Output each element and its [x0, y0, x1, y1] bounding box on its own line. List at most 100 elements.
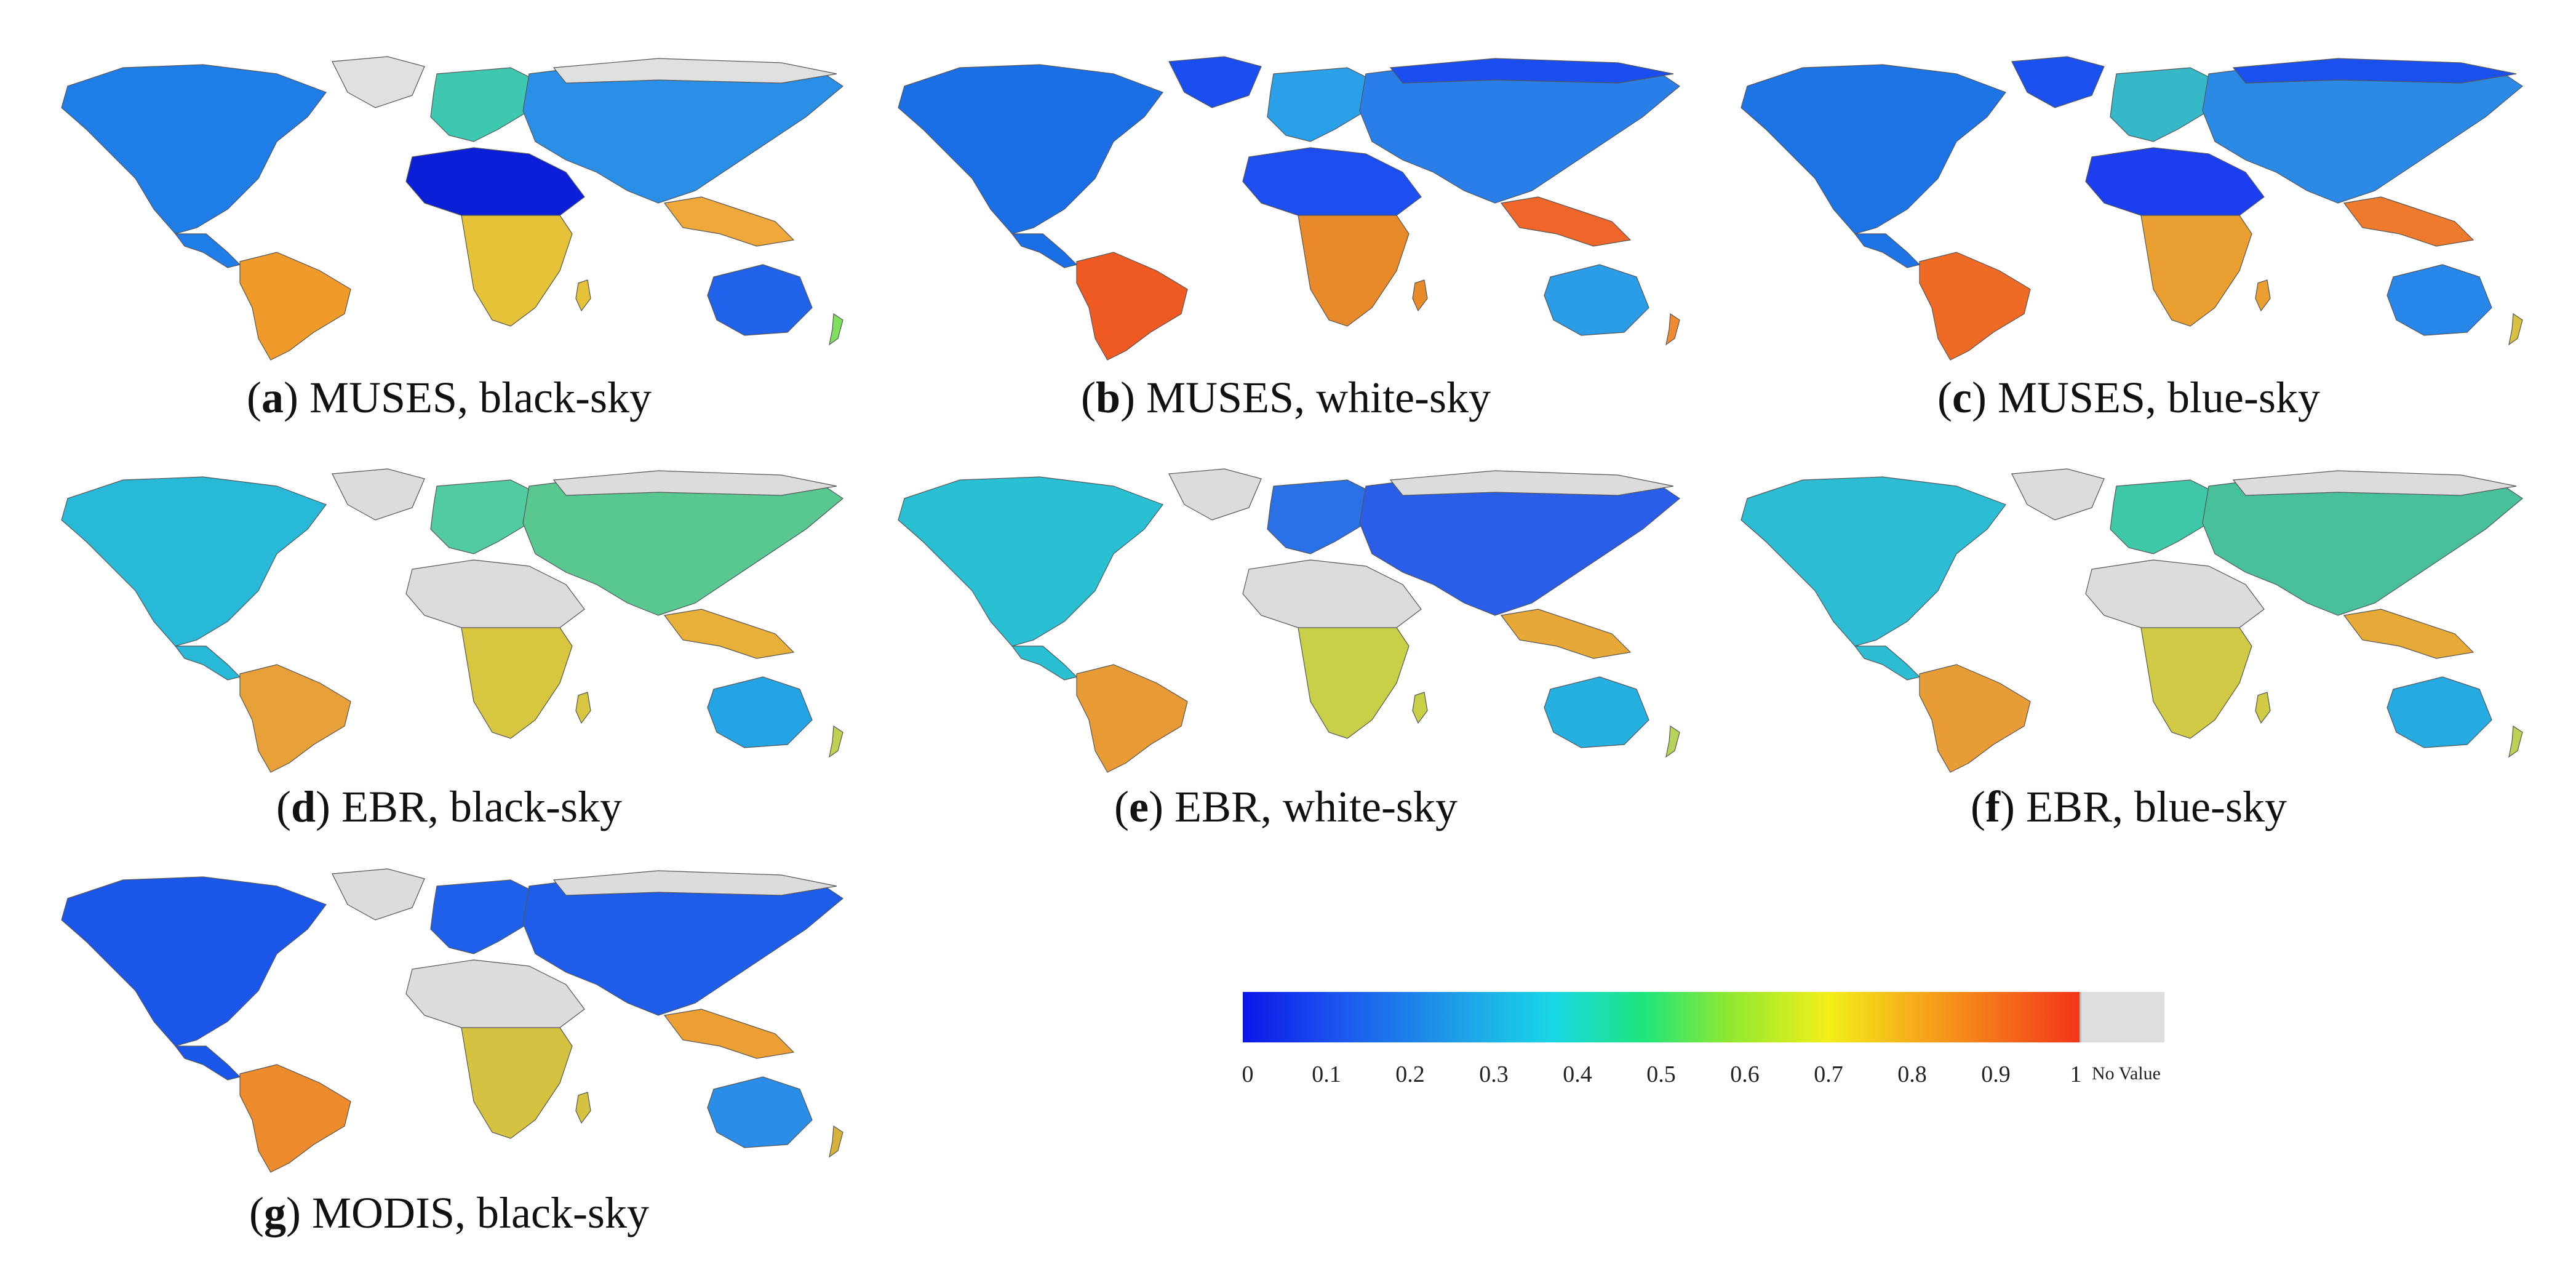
central-america-shape [174, 1045, 241, 1081]
south-america-shape [1076, 252, 1188, 361]
map-svg [61, 468, 844, 773]
map-svg [1741, 468, 2524, 773]
siberia-shape [552, 870, 837, 896]
southeast-asia-shape [2343, 196, 2474, 247]
world-map [43, 49, 855, 363]
world-map [1723, 462, 2535, 775]
map-svg [61, 56, 844, 361]
australia-shape [707, 1076, 813, 1148]
panel-caption: (c) MUSES, blue-sky [1937, 373, 2320, 422]
panel-caption: (f) EBR, blue-sky [1971, 782, 2287, 831]
north-africa-shape [405, 559, 585, 634]
panel-caption: (a) MUSES, black-sky [247, 373, 652, 422]
south-africa-shape [461, 215, 573, 327]
southeast-asia-shape [1500, 609, 1632, 659]
central-america-shape [174, 233, 241, 268]
siberia-shape [552, 58, 837, 84]
australia-shape [2387, 676, 2492, 748]
new-zealand-shape [2508, 313, 2523, 346]
panel-caption: (b) MUSES, white-sky [1080, 373, 1491, 422]
panel-title: EBR, blue-sky [2025, 782, 2287, 831]
greenland-shape [332, 56, 425, 108]
south-america-shape [239, 1064, 351, 1173]
legend-tick-label: 0.3 [1479, 1061, 1509, 1087]
no-value-swatch [2080, 992, 2164, 1042]
color-legend: 0 0.1 0.2 0.3 0.4 0.5 0.6 0.7 0.8 0.9 1 No Value [1242, 992, 2178, 1097]
north-america-shape [61, 64, 327, 234]
europe-shape [430, 879, 536, 954]
siberia-shape [2232, 470, 2517, 496]
south-africa-shape [461, 1027, 573, 1139]
south-america-shape [1919, 252, 2031, 361]
legend-tick-label: 0.8 [1897, 1061, 1927, 1087]
australia-shape [1544, 264, 1649, 336]
madagascar-shape [575, 279, 591, 312]
central-america-shape [174, 645, 241, 681]
legend-tick-label: 0 [1242, 1061, 1254, 1087]
world-map [1723, 49, 2535, 363]
south-africa-shape [2140, 627, 2252, 739]
southeast-asia-shape [1500, 196, 1632, 247]
panel-letter: d [291, 782, 316, 831]
north-africa-shape [405, 147, 585, 222]
south-africa-shape [2140, 215, 2252, 327]
south-africa-shape [461, 627, 573, 739]
world-map [880, 462, 1692, 775]
madagascar-shape [1412, 692, 1428, 724]
north-america-shape [61, 876, 327, 1047]
map-svg [1741, 56, 2524, 361]
greenland-shape [332, 868, 425, 921]
legend-tick-label: 0.7 [1814, 1061, 1843, 1087]
australia-shape [707, 264, 813, 336]
panel-title: MODIS, black-sky [312, 1188, 649, 1237]
north-africa-shape [1242, 559, 1422, 634]
australia-shape [707, 676, 813, 748]
siberia-shape [1389, 58, 1674, 84]
panel-caption: (d) EBR, black-sky [276, 782, 622, 831]
south-africa-shape [1298, 627, 1410, 739]
madagascar-shape [2255, 692, 2271, 724]
europe-shape [2110, 67, 2215, 142]
greenland-shape [332, 468, 425, 521]
europe-shape [1267, 67, 1373, 142]
central-america-shape [1854, 645, 1921, 681]
north-africa-shape [405, 959, 585, 1034]
greenland-shape [2011, 56, 2105, 108]
greenland-shape [1168, 468, 1262, 521]
panel-title: EBR, white-sky [1174, 782, 1457, 831]
panel-title: EBR, black-sky [341, 782, 622, 831]
madagascar-shape [2255, 279, 2271, 312]
central-america-shape [1011, 233, 1078, 268]
siberia-shape [2232, 58, 2517, 84]
new-zealand-shape [1665, 313, 1680, 346]
madagascar-shape [575, 1092, 591, 1124]
greenland-shape [2011, 468, 2105, 521]
south-africa-shape [1298, 215, 1410, 327]
europe-shape [2110, 479, 2215, 554]
new-zealand-shape [829, 1125, 843, 1158]
australia-shape [1544, 676, 1649, 748]
legend-tick-label: 0.1 [1312, 1061, 1341, 1087]
madagascar-shape [1412, 279, 1428, 312]
north-america-shape [1741, 64, 2006, 234]
southeast-asia-shape [663, 1009, 795, 1059]
new-zealand-shape [1665, 725, 1680, 758]
madagascar-shape [575, 692, 591, 724]
south-america-shape [1076, 664, 1188, 773]
panel-title: MUSES, blue-sky [1997, 373, 2320, 422]
panel-letter: c [1952, 373, 1972, 422]
siberia-shape [1389, 470, 1674, 496]
north-america-shape [898, 64, 1163, 234]
legend-tick-label: 1 [2070, 1061, 2082, 1087]
south-america-shape [239, 252, 351, 361]
europe-shape [1267, 479, 1373, 554]
north-africa-shape [2085, 147, 2265, 222]
south-america-shape [1919, 664, 2031, 773]
north-america-shape [898, 476, 1163, 647]
panel-letter: f [1985, 782, 2000, 831]
panel-letter: e [1129, 782, 1149, 831]
central-america-shape [1854, 233, 1921, 268]
southeast-asia-shape [663, 609, 795, 659]
legend-tick-label: 0.5 [1646, 1061, 1676, 1087]
